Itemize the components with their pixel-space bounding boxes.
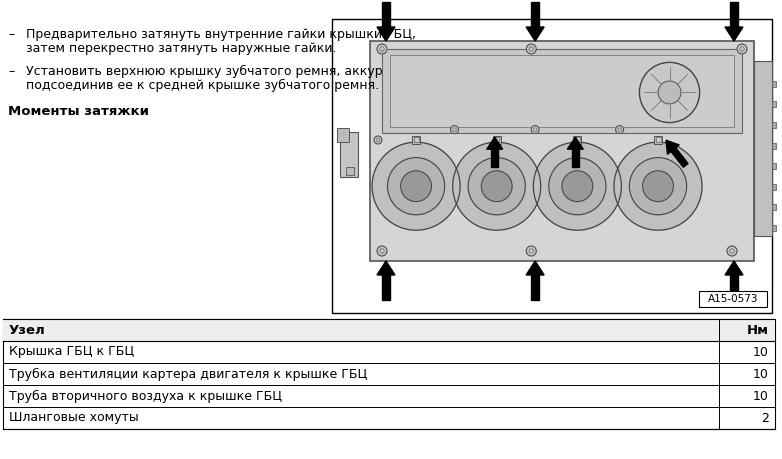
Circle shape xyxy=(549,157,606,215)
Bar xyxy=(531,2,539,27)
Bar xyxy=(772,101,776,107)
Circle shape xyxy=(737,44,747,54)
Circle shape xyxy=(658,81,681,104)
Bar xyxy=(390,55,734,127)
Bar xyxy=(491,149,498,167)
Polygon shape xyxy=(725,261,743,275)
Circle shape xyxy=(526,246,536,256)
Bar xyxy=(332,19,772,313)
Text: Установить верхнюю крышку зубчатого ремня, аккуратно: Установить верхнюю крышку зубчатого ремн… xyxy=(26,65,414,78)
Circle shape xyxy=(468,157,526,215)
Polygon shape xyxy=(671,148,688,167)
Text: 10: 10 xyxy=(753,346,769,358)
Text: Труба вторичного воздуха к крышке ГБЦ: Труба вторичного воздуха к крышке ГБЦ xyxy=(9,389,282,403)
Polygon shape xyxy=(725,27,743,41)
Bar xyxy=(3,319,775,429)
Bar xyxy=(414,137,418,142)
Circle shape xyxy=(377,44,387,54)
Text: A15-0573: A15-0573 xyxy=(708,294,759,304)
Bar xyxy=(772,225,776,231)
Text: Трубка вентиляции картера двигателя к крышке ГБЦ: Трубка вентиляции картера двигателя к кр… xyxy=(9,368,368,381)
Text: –: – xyxy=(8,65,14,78)
Circle shape xyxy=(481,171,512,202)
Circle shape xyxy=(533,142,622,230)
Bar xyxy=(493,136,500,144)
Bar xyxy=(412,136,420,144)
Circle shape xyxy=(526,44,536,54)
Text: 10: 10 xyxy=(753,368,769,381)
Circle shape xyxy=(640,62,700,123)
Text: 10: 10 xyxy=(753,390,769,403)
Polygon shape xyxy=(526,261,544,275)
Circle shape xyxy=(400,171,432,202)
Circle shape xyxy=(727,246,737,256)
Polygon shape xyxy=(666,140,680,154)
Bar xyxy=(346,168,354,175)
Bar xyxy=(382,275,390,300)
Bar xyxy=(337,129,349,142)
Text: Моменты затяжки: Моменты затяжки xyxy=(8,105,149,118)
Bar xyxy=(382,2,390,27)
Bar xyxy=(730,275,738,300)
Bar xyxy=(572,149,579,167)
Polygon shape xyxy=(526,27,544,41)
Bar xyxy=(531,275,539,300)
Bar xyxy=(382,49,742,133)
Circle shape xyxy=(453,142,540,230)
Bar xyxy=(772,184,776,190)
Circle shape xyxy=(643,171,673,202)
Circle shape xyxy=(531,126,539,134)
Bar xyxy=(754,61,772,236)
Bar xyxy=(654,136,662,144)
Polygon shape xyxy=(377,27,395,41)
Bar xyxy=(575,137,580,142)
Text: –: – xyxy=(8,28,14,41)
Bar xyxy=(370,41,754,261)
Bar xyxy=(772,81,776,87)
Circle shape xyxy=(614,142,702,230)
Circle shape xyxy=(387,157,445,215)
Text: Узел: Узел xyxy=(9,324,46,336)
Text: 2: 2 xyxy=(761,412,769,425)
Bar xyxy=(3,319,775,341)
Bar xyxy=(494,137,499,142)
Bar xyxy=(730,2,738,27)
Bar xyxy=(772,122,776,128)
Bar xyxy=(340,132,358,177)
Circle shape xyxy=(374,136,382,144)
Bar xyxy=(699,291,767,307)
Polygon shape xyxy=(377,261,395,275)
Circle shape xyxy=(372,142,460,230)
Bar xyxy=(655,137,661,142)
Text: Предварительно затянуть внутренние гайки крышки ГБЦ,: Предварительно затянуть внутренние гайки… xyxy=(26,28,416,41)
Circle shape xyxy=(562,171,593,202)
Bar xyxy=(772,142,776,149)
Bar xyxy=(573,136,581,144)
Text: Шланговые хомуты: Шланговые хомуты xyxy=(9,412,138,425)
Text: Крышка ГБЦ к ГБЦ: Крышка ГБЦ к ГБЦ xyxy=(9,346,135,358)
Circle shape xyxy=(377,246,387,256)
Text: Нм: Нм xyxy=(747,324,769,336)
Bar xyxy=(772,204,776,210)
Text: затем перекрестно затянуть наружные гайки.: затем перекрестно затянуть наружные гайк… xyxy=(26,42,336,55)
Polygon shape xyxy=(486,137,503,149)
Circle shape xyxy=(450,126,458,134)
Circle shape xyxy=(615,126,623,134)
Bar xyxy=(772,163,776,169)
Circle shape xyxy=(630,157,687,215)
Text: подсоединив ее к средней крышке зубчатого ремня.: подсоединив ее к средней крышке зубчатог… xyxy=(26,79,379,92)
Polygon shape xyxy=(568,137,583,149)
